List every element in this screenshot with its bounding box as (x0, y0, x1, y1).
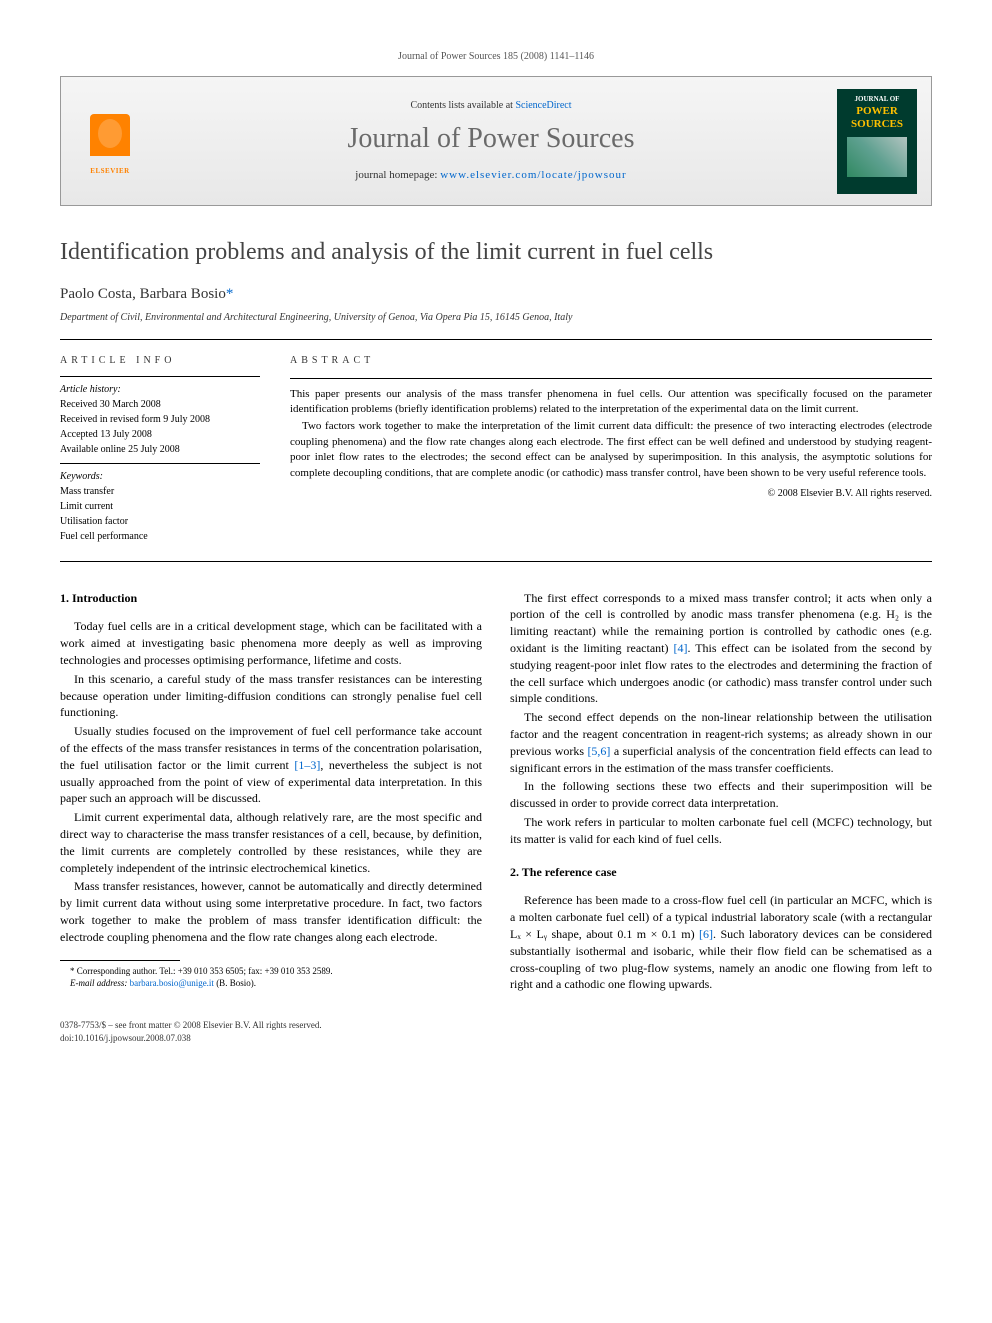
footer-copyright: 0378-7753/$ – see front matter © 2008 El… (60, 1019, 932, 1032)
article-title: Identification problems and analysis of … (60, 236, 932, 270)
email-suffix: (B. Bosio). (214, 978, 256, 988)
email-label: E-mail address: (70, 978, 130, 988)
abstract-heading: abstract (290, 354, 932, 368)
authors-line: Paolo Costa, Barbara Bosio* (60, 284, 932, 305)
citation-link-5-6[interactable]: [5,6] (587, 744, 610, 758)
body-text: 1. Introduction Today fuel cells are in … (60, 590, 932, 994)
rule-top (60, 339, 932, 340)
journal-homepage-link[interactable]: www.elsevier.com/locate/jpowsour (440, 169, 626, 181)
keyword-2: Limit current (60, 500, 260, 514)
article-info-column: article info Article history: Received 3… (60, 354, 260, 545)
corresponding-author-marker[interactable]: * (226, 286, 234, 302)
cover-line1: JOURNAL OF (855, 95, 900, 103)
contents-prefix: Contents lists available at (410, 100, 515, 111)
abstract-column: abstract This paper presents our analysi… (290, 354, 932, 545)
keyword-4: Fuel cell performance (60, 530, 260, 544)
header-citation: Journal of Power Sources 185 (2008) 1141… (60, 50, 932, 64)
s1-p7: The second effect depends on the non-lin… (510, 709, 932, 776)
s1-p5: Mass transfer resistances, however, cann… (60, 878, 482, 945)
history-online: Available online 25 July 2008 (60, 443, 260, 457)
page-footer: 0378-7753/$ – see front matter © 2008 El… (60, 1019, 932, 1044)
email-link[interactable]: barbara.bosio@unige.it (130, 978, 214, 988)
elsevier-tree-icon (83, 105, 138, 165)
publisher-name: ELSEVIER (90, 167, 129, 177)
history-received: Received 30 March 2008 (60, 398, 260, 412)
journal-homepage-line: journal homepage: www.elsevier.com/locat… (145, 168, 837, 183)
citation-link-1-3[interactable]: [1–3] (294, 758, 320, 772)
s2-p1: Reference has been made to a cross-flow … (510, 892, 932, 993)
s1-p8: In the following sections these two effe… (510, 778, 932, 812)
s1-p6: The first effect corresponds to a mixed … (510, 590, 932, 708)
footer-doi: doi:10.1016/j.jpowsour.2008.07.038 (60, 1032, 932, 1045)
keywords-label: Keywords: (60, 470, 260, 484)
affiliation: Department of Civil, Environmental and A… (60, 311, 932, 325)
article-info-heading: article info (60, 354, 260, 368)
citation-link-6[interactable]: [6] (699, 927, 713, 941)
abstract-p2: Two factors work together to make the in… (290, 419, 932, 481)
abstract-p1: This paper presents our analysis of the … (290, 387, 932, 418)
keyword-3: Utilisation factor (60, 515, 260, 529)
s1-p1: Today fuel cells are in a critical devel… (60, 618, 482, 668)
history-label: Article history: (60, 383, 260, 397)
keyword-1: Mass transfer (60, 485, 260, 499)
abstract-copyright: © 2008 Elsevier B.V. All rights reserved… (290, 487, 932, 501)
cover-line2: POWER SOURCES (841, 105, 913, 131)
homepage-prefix: journal homepage: (355, 169, 440, 181)
cover-image-icon (847, 137, 907, 177)
email-footnote: E-mail address: barbara.bosio@unige.it (… (60, 977, 482, 990)
s1-p3: Usually studies focused on the improveme… (60, 723, 482, 807)
corresponding-author-footnote: * Corresponding author. Tel.: +39 010 35… (60, 965, 482, 978)
s1-p4: Limit current experimental data, althoug… (60, 809, 482, 876)
section-2-heading: 2. The reference case (510, 864, 932, 881)
rule-bottom (60, 561, 932, 562)
history-accepted: Accepted 13 July 2008 (60, 428, 260, 442)
sciencedirect-link[interactable]: ScienceDirect (515, 100, 571, 111)
journal-cover-thumbnail: JOURNAL OF POWER SOURCES (837, 89, 917, 194)
citation-link-4[interactable]: [4] (673, 641, 687, 655)
author-2: Barbara Bosio (140, 286, 226, 302)
s1-p9: The work refers in particular to molten … (510, 814, 932, 848)
publisher-logo: ELSEVIER (75, 105, 145, 177)
journal-banner: ELSEVIER Contents lists available at Sci… (60, 76, 932, 206)
section-1-heading: 1. Introduction (60, 590, 482, 607)
s1-p2: In this scenario, a careful study of the… (60, 671, 482, 721)
journal-name: Journal of Power Sources (145, 119, 837, 158)
footnote-separator (60, 960, 180, 961)
author-1: Paolo Costa, (60, 286, 140, 302)
history-revised: Received in revised form 9 July 2008 (60, 413, 260, 427)
contents-available-line: Contents lists available at ScienceDirec… (145, 99, 837, 113)
